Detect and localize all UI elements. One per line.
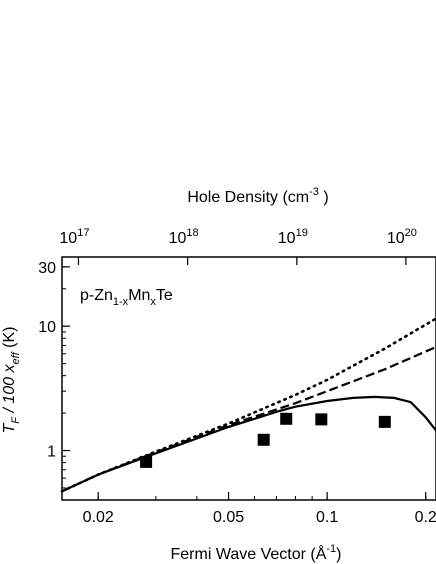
series-dashed-line [61,345,436,493]
y-tick-label: 30 [38,260,56,277]
x-tick-label: 0.02 [83,509,114,526]
series-dotted-line [60,317,436,493]
x-tick-label: 0.1 [316,509,338,526]
top-tick-label: 1017 [59,227,89,247]
markers-layer [140,412,391,468]
data-marker [315,413,328,426]
data-marker [378,415,391,428]
plot-frame [61,256,436,501]
chart-annotation: p-Zn1-xMnxTe [80,287,173,308]
data-marker [140,455,153,468]
top-tick-label: 1020 [387,227,417,247]
data-marker [257,433,270,446]
x-tick-label: 0.2 [415,509,436,526]
data-marker [280,412,293,425]
top-axis-label: Hole Density (cm-3 ) [187,186,328,206]
top-tick-label: 1018 [169,227,199,247]
y-axis-label: TF / 100 xeff (K) [1,326,22,433]
x-axis-label: Fermi Wave Vector (Å-1) [171,543,342,563]
series-solid-line [61,395,436,493]
y-tick-label: 1 [47,444,56,461]
x-tick-label: 0.05 [213,509,244,526]
top-tick-label: 1019 [278,227,308,247]
series-layer [60,317,436,493]
y-tick-label: 10 [38,319,56,336]
